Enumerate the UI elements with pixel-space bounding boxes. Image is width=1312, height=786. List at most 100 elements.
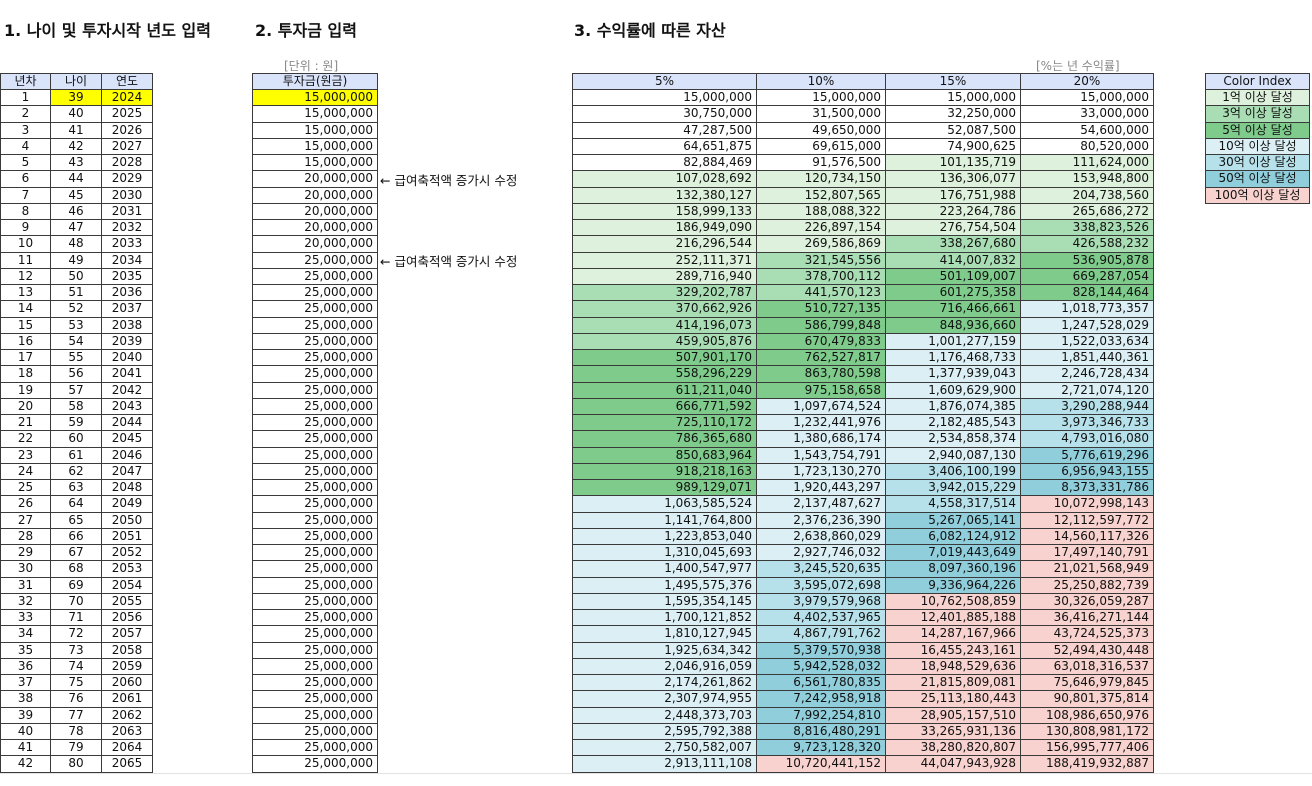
table-cell: 276,754,504 — [885, 219, 1021, 237]
table-cell: 18,948,529,636 — [885, 657, 1021, 675]
table-cell: 2060 — [101, 674, 153, 692]
table-cell: 75 — [50, 674, 102, 692]
table-cell: 27 — [0, 511, 51, 529]
table-cell: 39 — [0, 706, 51, 724]
table-cell: 2029 — [101, 170, 153, 188]
rate-note: [%는 년 수익률] — [1036, 59, 1120, 73]
table-cell: 1,925,634,342 — [572, 641, 757, 659]
table-cell: 15 — [0, 316, 51, 334]
table-cell: 25,000,000 — [252, 332, 378, 350]
table-cell: 2026 — [101, 121, 153, 139]
table-cell: 15,000,000 — [572, 89, 757, 107]
table-cell: 63 — [50, 479, 102, 497]
table-cell: 25,113,180,443 — [885, 690, 1021, 708]
table-cell: 426,588,232 — [1020, 235, 1154, 253]
table-cell: 2,182,485,543 — [885, 414, 1021, 432]
table-cell: 30 — [0, 560, 51, 578]
table-cell: 45 — [50, 186, 102, 204]
table-cell: 25,000,000 — [252, 397, 378, 415]
table-cell: 989,129,071 — [572, 479, 757, 497]
section-title: 3. 수익률에 따른 자산 — [574, 21, 726, 40]
table-cell: 4 — [0, 137, 51, 155]
table-cell: 25,000,000 — [252, 381, 378, 399]
table-cell: 57 — [50, 381, 102, 399]
table-cell: 2065 — [101, 755, 153, 773]
table-cell: 2,046,916,059 — [572, 657, 757, 675]
table-cell: 1,851,440,361 — [1020, 349, 1154, 367]
table-cell: 338,823,526 — [1020, 219, 1154, 237]
table-cell: 25,000,000 — [252, 625, 378, 643]
table-cell: 3 — [0, 121, 51, 139]
table-cell: 2046 — [101, 446, 153, 464]
table-cell: 601,275,358 — [885, 284, 1021, 302]
table-cell: 9,723,128,320 — [756, 739, 886, 757]
table-cell: 2040 — [101, 349, 153, 367]
table-cell: 2,638,860,029 — [756, 527, 886, 545]
table-cell: 2053 — [101, 560, 153, 578]
table-cell: 1,377,939,043 — [885, 365, 1021, 383]
table-cell: 2057 — [101, 625, 153, 643]
table-cell: 5,942,528,032 — [756, 657, 886, 675]
table-cell: 49 — [50, 251, 102, 269]
table-cell: 33 — [0, 609, 51, 627]
table-cell: 1,495,575,376 — [572, 576, 757, 594]
table-cell: 2,534,858,374 — [885, 430, 1021, 448]
table-cell: 12,112,597,772 — [1020, 511, 1154, 529]
table-cell: 111,624,000 — [1020, 154, 1154, 172]
table-cell: 1,247,528,029 — [1020, 316, 1154, 334]
table-cell: 28,905,157,510 — [885, 706, 1021, 724]
legend-item: 50억 이상 달성 — [1205, 170, 1310, 188]
table-cell: 46 — [50, 202, 102, 220]
table-cell: 4,867,791,762 — [756, 625, 886, 643]
table-cell: 32,250,000 — [885, 105, 1021, 123]
table-cell: 2043 — [101, 397, 153, 415]
table-cell: 15,000,000 — [252, 154, 378, 172]
table-cell: 1,063,585,524 — [572, 495, 757, 513]
table-cell: 510,727,135 — [756, 300, 886, 318]
table-cell: 536,905,878 — [1020, 251, 1154, 269]
table-cell: 25,000,000 — [252, 592, 378, 610]
table-cell: 25,000,000 — [252, 251, 378, 269]
table-cell: 2038 — [101, 316, 153, 334]
table-cell: 59 — [50, 414, 102, 432]
table-cell: 670,479,833 — [756, 332, 886, 350]
table-cell: 1,810,127,945 — [572, 625, 757, 643]
table-cell: 1,609,629,900 — [885, 381, 1021, 399]
table-cell: 2062 — [101, 706, 153, 724]
table-cell: 321,545,556 — [756, 251, 886, 269]
table-cell: 25,000,000 — [252, 544, 378, 562]
table-cell: 8,373,331,786 — [1020, 479, 1154, 497]
table-cell: 188,419,932,887 — [1020, 755, 1154, 773]
table-cell: 25,000,000 — [252, 674, 378, 692]
table-cell: 37 — [0, 674, 51, 692]
table-cell: 918,218,163 — [572, 462, 757, 480]
table-cell: 19 — [0, 381, 51, 399]
table-cell: 43 — [50, 154, 102, 172]
column-header: 나이 — [50, 73, 102, 90]
table-cell: 3,245,520,635 — [756, 560, 886, 578]
table-cell: 12 — [0, 267, 51, 285]
table-cell: 10,072,998,143 — [1020, 495, 1154, 513]
table-cell: 558,296,229 — [572, 365, 757, 383]
table-cell: 25,000,000 — [252, 755, 378, 773]
table-cell: 3,595,072,698 — [756, 576, 886, 594]
table-cell: 725,110,172 — [572, 414, 757, 432]
table-cell: 501,109,007 — [885, 267, 1021, 285]
table-cell: 7,019,443,649 — [885, 544, 1021, 562]
table-cell: 120,734,150 — [756, 170, 886, 188]
column-header: 10% — [756, 73, 886, 90]
table-cell: 3,979,579,968 — [756, 592, 886, 610]
table-cell: 269,586,869 — [756, 235, 886, 253]
table-cell: 611,211,040 — [572, 381, 757, 399]
table-cell: 158,999,133 — [572, 202, 757, 220]
table-cell: 2055 — [101, 592, 153, 610]
table-cell: 2054 — [101, 576, 153, 594]
table-cell: 186,949,090 — [572, 219, 757, 237]
table-cell: 39 — [50, 89, 102, 107]
table-cell: 2063 — [101, 722, 153, 740]
table-cell: 6,956,943,155 — [1020, 462, 1154, 480]
table-cell: 2,376,236,390 — [756, 511, 886, 529]
table-cell: 21,815,809,081 — [885, 674, 1021, 692]
table-cell: 132,380,127 — [572, 186, 757, 204]
